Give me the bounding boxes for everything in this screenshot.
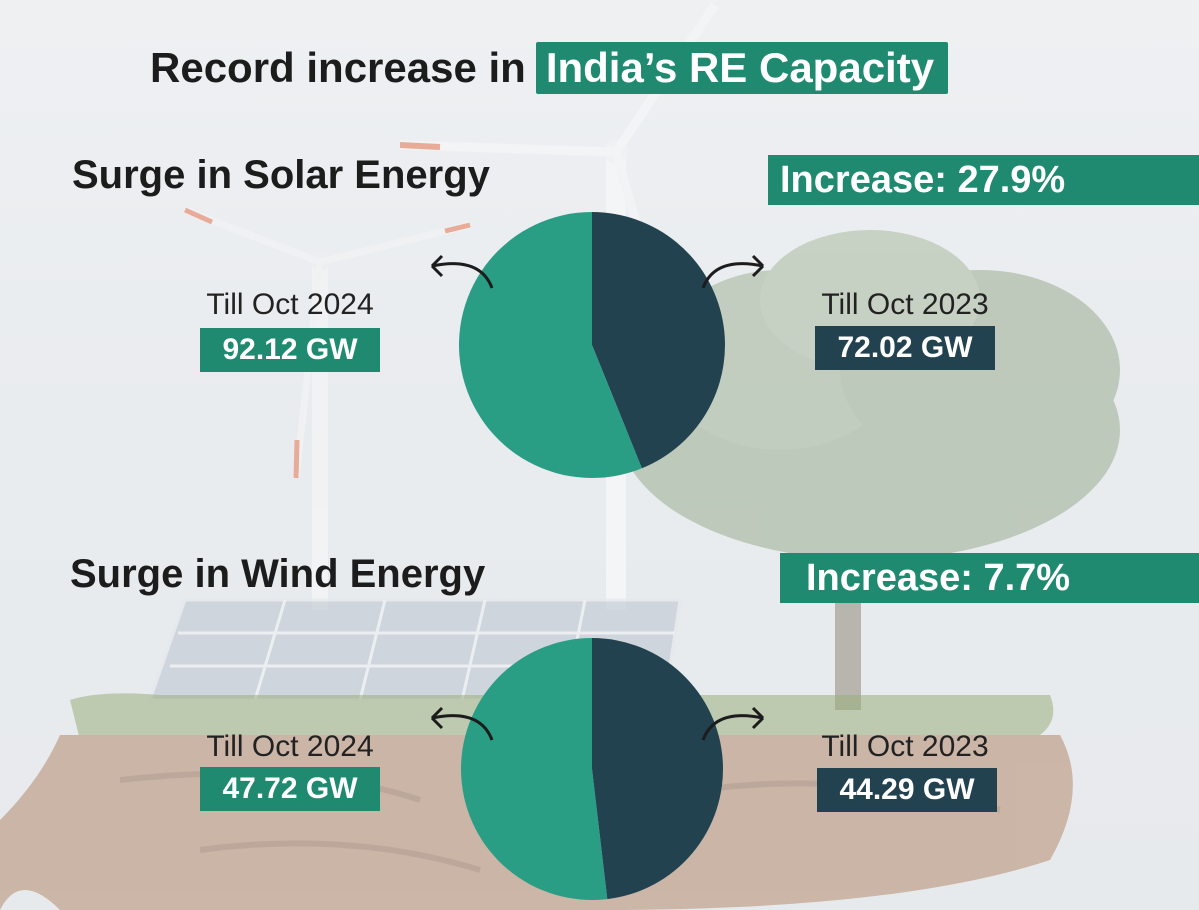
solar-increase-badge: Increase: 27.9%: [768, 155, 1199, 205]
wind-increase-badge: Increase: 7.7%: [780, 553, 1199, 603]
curved-arrow-right-icon: [701, 254, 765, 289]
wind-pie-chart: [461, 638, 724, 900]
wind-section-title: Surge in Wind Energy: [70, 552, 486, 596]
slice-till-oct-2023: [592, 638, 724, 900]
headline: Record increase in India’s RE Capacity: [150, 40, 949, 96]
wind-2024-label: Till Oct 2024: [206, 730, 374, 763]
solar-2023-label: Till Oct 2023: [821, 288, 989, 321]
curved-arrow-right-icon: [701, 706, 765, 741]
solar-2023-value: 72.02 GW: [815, 326, 995, 370]
slice-till-oct-2023: [592, 212, 725, 469]
curved-arrow-left-icon: [430, 706, 494, 741]
headline-highlight: India’s RE Capacity: [535, 42, 949, 94]
wind-2024-value: 47.72 GW: [200, 767, 380, 811]
wind-2023-value: 44.29 GW: [817, 768, 997, 812]
solar-section-title: Surge in Solar Energy: [72, 153, 490, 197]
wind-2023-label: Till Oct 2023: [821, 730, 989, 763]
slice-till-oct-2024: [461, 638, 608, 900]
curved-arrow-left-icon: [430, 254, 494, 289]
solar-2024-label: Till Oct 2024: [206, 288, 374, 321]
slice-till-oct-2024: [459, 212, 642, 478]
solar-pie-chart: [459, 212, 725, 478]
headline-prefix: Record increase in: [150, 44, 526, 91]
solar-2024-value: 92.12 GW: [200, 328, 380, 372]
